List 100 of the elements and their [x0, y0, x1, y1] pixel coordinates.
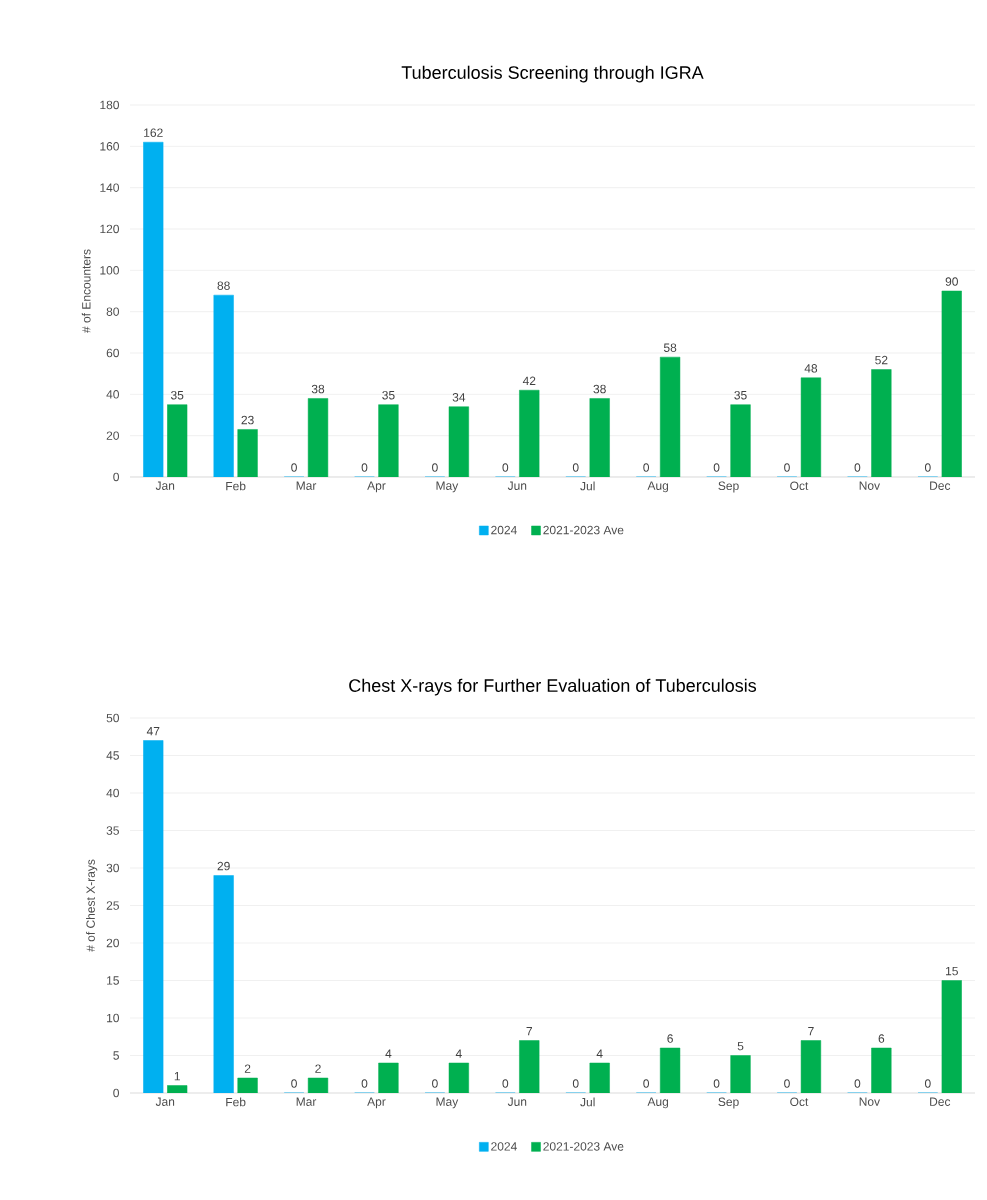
data-label: 0 [572, 1079, 579, 1088]
x-tick-label: May [436, 481, 459, 493]
data-label: 34 [452, 393, 466, 402]
x-tick-label: Jul [580, 481, 595, 491]
data-label: 2 [244, 1064, 251, 1073]
y-tick-label: 0 [113, 1088, 119, 1098]
y-tick-label: 15 [107, 976, 119, 985]
data-label: 0 [784, 1079, 790, 1088]
x-tick-label: Nov [859, 1097, 880, 1106]
y-axis-title: # of Encounters [81, 249, 91, 333]
y-tick-label: 35 [106, 826, 119, 835]
x-tick-label: Apr [367, 481, 386, 493]
x-tick-label: May [436, 1097, 459, 1109]
data-label: 0 [924, 1079, 931, 1088]
x-tick-label: Feb [226, 481, 246, 491]
y-tick-label: 20 [106, 431, 119, 440]
bar [871, 369, 892, 477]
data-label: 162 [144, 128, 163, 137]
data-label: 35 [170, 390, 184, 400]
bar [519, 389, 540, 477]
y-tick-label: 30 [106, 863, 119, 873]
y-tick-label: 45 [106, 751, 119, 760]
bar [589, 398, 610, 477]
y-tick-label: 40 [106, 788, 119, 798]
legend-label: 2021-2023 Ave [543, 525, 624, 535]
data-label: 42 [522, 376, 536, 385]
data-label: 0 [361, 463, 368, 472]
bar [730, 404, 751, 477]
data-label: 0 [713, 1079, 720, 1088]
y-tick-label: 5 [113, 1051, 119, 1060]
bar [941, 290, 962, 477]
y-tick-label: 140 [100, 183, 119, 192]
data-label: 0 [291, 1079, 297, 1088]
y-tick-label: 80 [106, 307, 119, 316]
data-label: 0 [572, 463, 579, 472]
data-label: 0 [784, 463, 790, 472]
data-label: 15 [946, 966, 958, 976]
bar [307, 398, 329, 477]
x-tick-label: Mar [296, 481, 317, 490]
data-label: 0 [502, 463, 509, 472]
x-tick-label: Aug [647, 1097, 669, 1109]
x-tick-label: Sep [718, 481, 739, 493]
data-label: 23 [241, 415, 254, 425]
data-label: 0 [432, 1079, 438, 1088]
x-tick-label: Feb [226, 1097, 246, 1107]
data-label: 0 [361, 1079, 368, 1088]
data-label: 4 [385, 1049, 392, 1058]
x-tick-label: Jul [580, 1097, 595, 1107]
data-label: 7 [808, 1027, 814, 1036]
data-label: 1 [174, 1072, 180, 1081]
data-label: 29 [217, 861, 230, 871]
x-tick-label: Jan [155, 481, 175, 490]
data-label: 52 [875, 355, 888, 365]
x-tick-label: Jun [507, 481, 527, 490]
y-tick-label: 120 [100, 224, 119, 234]
data-label: 0 [713, 463, 720, 472]
data-label: 58 [663, 343, 677, 352]
bar [660, 356, 681, 477]
data-label: 4 [596, 1049, 603, 1058]
legend-label: 2021-2023 Ave [543, 1142, 624, 1151]
legend-label: 2024 [491, 525, 517, 535]
bar [237, 429, 258, 477]
x-tick-label: Dec [930, 1097, 951, 1106]
data-label: 0 [854, 463, 861, 472]
data-label: 35 [734, 390, 747, 400]
data-label: 38 [593, 384, 606, 394]
y-tick-label: 100 [100, 266, 119, 275]
chart-title: Tuberculosis Screening through IGRA [401, 65, 704, 83]
data-label: 47 [146, 727, 160, 736]
data-label: 4 [455, 1049, 462, 1058]
y-tick-label: 40 [106, 390, 119, 399]
x-tick-label: Jun [507, 1097, 527, 1106]
data-label: 7 [526, 1027, 533, 1036]
chart-title: Chest X-rays for Further Evaluation of Tuberculosis [349, 678, 757, 696]
y-tick-label: 10 [107, 1013, 119, 1023]
data-label: 0 [432, 463, 438, 472]
bar [800, 377, 822, 477]
y-tick-label: 25 [106, 901, 119, 910]
data-label: 5 [737, 1041, 744, 1051]
bar [378, 404, 399, 477]
data-label: 0 [643, 463, 650, 472]
data-label: 48 [804, 364, 818, 373]
data-label: 0 [291, 463, 297, 472]
data-label: 0 [502, 1079, 509, 1088]
x-tick-label: Sep [718, 1097, 739, 1109]
y-tick-label: 60 [106, 348, 119, 358]
data-label: 2 [315, 1064, 321, 1073]
x-tick-label: Aug [647, 481, 669, 493]
y-tick-label: 20 [106, 938, 119, 948]
y-tick-label: 160 [100, 142, 119, 151]
bar [448, 406, 469, 477]
x-tick-label: Oct [790, 1097, 809, 1107]
data-label: 6 [667, 1034, 673, 1043]
y-tick-label: 50 [106, 713, 119, 723]
data-label: 6 [878, 1034, 885, 1043]
data-label: 35 [382, 390, 395, 400]
x-tick-label: Jan [155, 1097, 175, 1106]
data-label: 0 [924, 463, 931, 472]
y-tick-label: 0 [113, 472, 119, 482]
data-label: 38 [311, 384, 325, 394]
